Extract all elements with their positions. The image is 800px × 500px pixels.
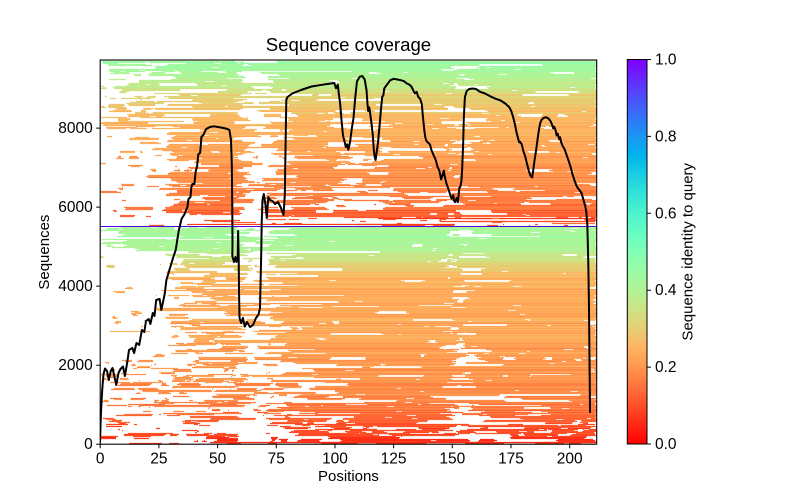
svg-text:Sequences: Sequences <box>36 215 53 290</box>
svg-text:0.4: 0.4 <box>655 282 677 299</box>
svg-text:Positions: Positions <box>318 468 379 485</box>
svg-text:0.8: 0.8 <box>655 128 677 145</box>
svg-text:Sequence coverage: Sequence coverage <box>266 34 431 55</box>
svg-text:125: 125 <box>381 451 407 468</box>
svg-text:2000: 2000 <box>58 357 93 374</box>
svg-text:50: 50 <box>209 451 227 468</box>
svg-text:8000: 8000 <box>58 120 93 137</box>
svg-text:0: 0 <box>96 451 105 468</box>
svg-text:1.0: 1.0 <box>655 52 677 69</box>
svg-text:75: 75 <box>268 451 285 468</box>
svg-text:0.6: 0.6 <box>655 205 677 222</box>
svg-text:0.0: 0.0 <box>655 436 677 453</box>
svg-text:6000: 6000 <box>58 199 93 216</box>
svg-text:Sequence identity to query: Sequence identity to query <box>680 162 697 340</box>
svg-text:150: 150 <box>439 451 465 468</box>
svg-text:4000: 4000 <box>58 278 93 295</box>
svg-text:100: 100 <box>322 451 348 468</box>
svg-text:175: 175 <box>498 451 524 468</box>
svg-text:0.2: 0.2 <box>655 359 677 376</box>
svg-text:25: 25 <box>150 451 167 468</box>
svg-text:0: 0 <box>84 436 93 453</box>
svg-text:200: 200 <box>557 451 583 468</box>
